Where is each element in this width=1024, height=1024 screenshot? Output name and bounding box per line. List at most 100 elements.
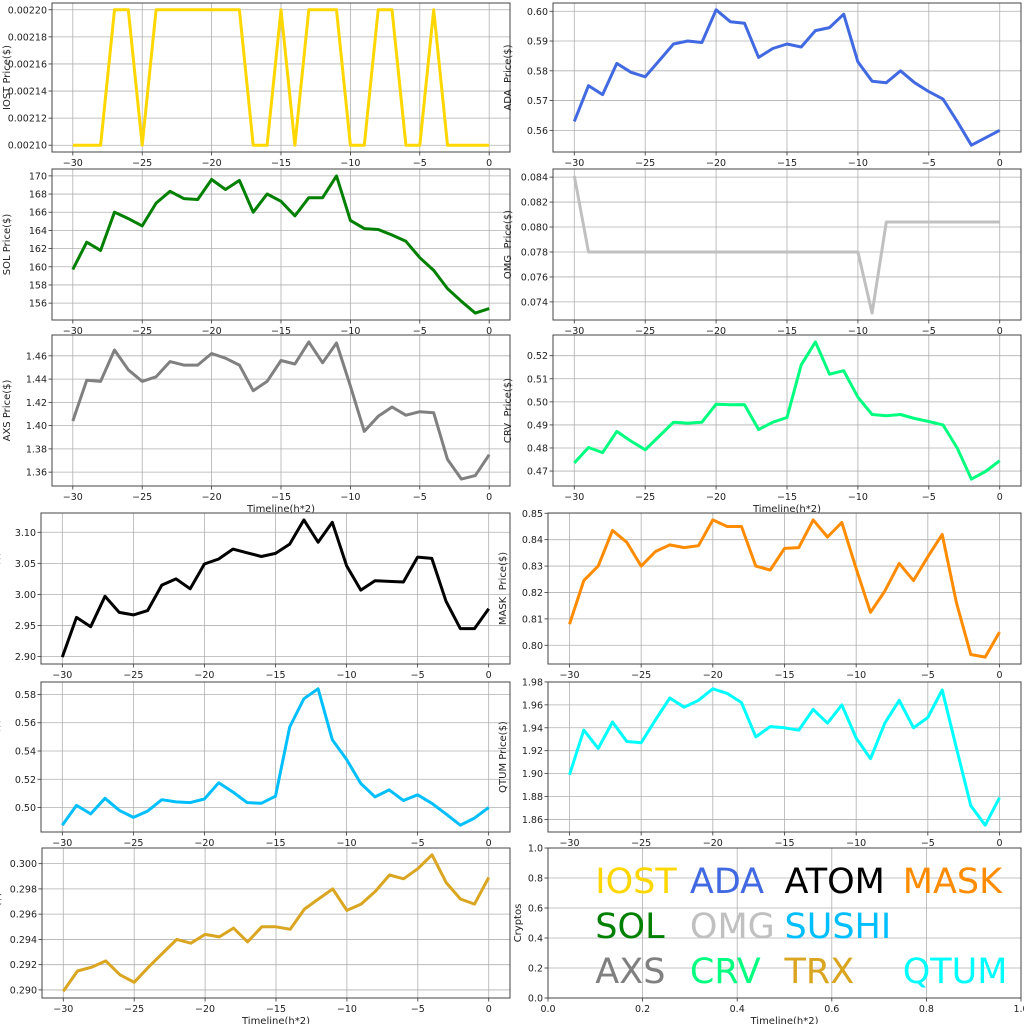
panel-atom: −30 −25 −20 −15 −10 −5 0 2.90 2.95 3.00 3.05 3.10 AT… [0,512,511,681]
axes-frame [51,168,511,321]
y-tick-label: 0.078 [521,247,548,258]
y-tick-label: 0.0 [528,994,543,1005]
y-tick-label: 1.44 [26,375,47,386]
y-tick-label: 0.49 [527,420,548,431]
y-tick-label: 1.88 [522,792,543,803]
x-tick-label: 0 [486,326,492,337]
y-tick-label: 1.86 [522,815,543,826]
x-tick-label: −20 [202,326,222,337]
x-tick-label: −15 [271,158,291,169]
x-tick-label: −10 [337,838,357,849]
x-tick-label: −30 [63,492,83,503]
y-axis-label: CRV Price($) [503,378,514,443]
y-tick-label: 0.82 [522,588,543,599]
y-axis-label: OMG Price($) [503,210,514,279]
x-tick-label: 0.2 [635,1004,650,1015]
y-tick-label: 168 [29,190,47,201]
x-tick-label: −20 [194,670,214,681]
series-line-sol [71,174,490,315]
x-tick-label: −25 [132,326,152,337]
series-line-mask [568,518,1001,659]
y-tick-label: 0.56 [527,126,548,137]
x-tick-label: −20 [706,158,726,169]
x-tick-label: −25 [123,670,143,681]
y-tick-label: 3.10 [15,528,36,539]
x-tick-label: −15 [777,492,797,503]
y-tick-label: 0.300 [10,859,37,870]
axes-frame [547,681,1022,833]
x-tick-label: 0 [486,1004,492,1015]
y-tick-label: 0.298 [10,884,37,895]
x-tick-label: −20 [706,326,726,337]
y-tick-label: 0.00214 [8,87,47,98]
x-tick-label: −30 [564,492,584,503]
legend-label-omg: OMG [690,907,775,947]
axes-frame [552,334,1022,487]
x-tick-label: −30 [63,326,83,337]
y-tick-label: 1.94 [522,723,543,734]
x-tick-label: −15 [774,670,794,681]
x-tick-label: −10 [340,326,360,337]
series-line-axs [71,340,491,481]
y-tick-label: 0.59 [527,37,548,48]
x-tick-label: 0 [486,670,492,681]
x-tick-label: −20 [202,492,222,503]
y-tick-label: 0.52 [527,351,548,362]
y-tick-label: 0.58 [527,66,548,77]
y-tick-label: 0.2 [528,964,543,975]
x-tick-label: −5 [413,158,427,169]
x-tick-label: −10 [337,1004,357,1015]
x-tick-label: −20 [703,838,723,849]
x-tick-label: 0.0 [540,1004,555,1015]
x-tick-label: −20 [703,670,723,681]
x-tick-label: −15 [777,158,797,169]
y-axis-label: SUSHI Price($) [0,719,2,794]
axes-frame [40,681,511,833]
y-tick-label: 0.81 [522,614,543,625]
x-tick-label: −20 [706,492,726,503]
y-tick-label: 1.40 [26,421,47,432]
x-tick-label: −5 [921,838,935,849]
series-line-qtum [568,687,1001,827]
y-tick-label: 0.52 [15,775,36,786]
y-axis-label: ATOM Price($) [0,552,2,626]
y-axis-label: AXS Price($) [2,380,13,442]
x-tick-label: −30 [52,838,72,849]
x-tick-label: −30 [52,670,72,681]
panel-crv: −30 −25 −20 −15 −10 −5 0 0.47 0.48 0.49 0.50 0.51 0.… [503,334,1022,515]
x-tick-label: −5 [922,492,936,503]
y-tick-label: 0.50 [527,397,548,408]
y-tick-label: 1.96 [522,700,543,711]
y-tick-label: 1.36 [26,468,47,479]
x-tick-label: −25 [123,838,143,849]
axes-frame [552,2,1022,153]
y-tick-label: 0.00212 [8,114,47,125]
x-tick-label: −25 [635,326,655,337]
y-tick-label: 0.58 [15,690,36,701]
y-tick-label: 0.57 [527,96,548,107]
x-tick-label: −15 [266,1004,286,1015]
x-tick-label: −5 [411,1004,425,1015]
x-tick-label: −30 [559,838,579,849]
x-tick-label: −25 [132,158,152,169]
x-tick-label: −5 [413,326,427,337]
x-tick-label: −10 [848,492,868,503]
y-axis-label: QTUM Price($) [498,721,509,793]
series-line-trx [62,853,491,993]
y-tick-label: 0.292 [10,960,37,971]
y-tick-label: 0.47 [527,467,548,478]
y-tick-label: 3.00 [15,590,36,601]
y-tick-label: 156 [29,299,47,310]
x-tick-label: −15 [265,838,285,849]
x-tick-label: −5 [922,326,936,337]
series-line-omg [572,175,1000,315]
axes-frame [547,512,1022,665]
y-axis-label: TRX Price($) [0,892,3,955]
panel-mask: −30 −25 −20 −15 −10 −5 0 0.80 0.81 0.82 0.83 0.84 0.… [498,509,1022,681]
x-tick-label: −30 [564,326,584,337]
y-tick-label: 0.56 [15,718,36,729]
y-tick-label: 3.05 [15,559,36,570]
legend-label-sushi: SUSHI [785,907,892,947]
x-tick-label: −5 [413,492,427,503]
x-tick-label: 0 [997,492,1003,503]
